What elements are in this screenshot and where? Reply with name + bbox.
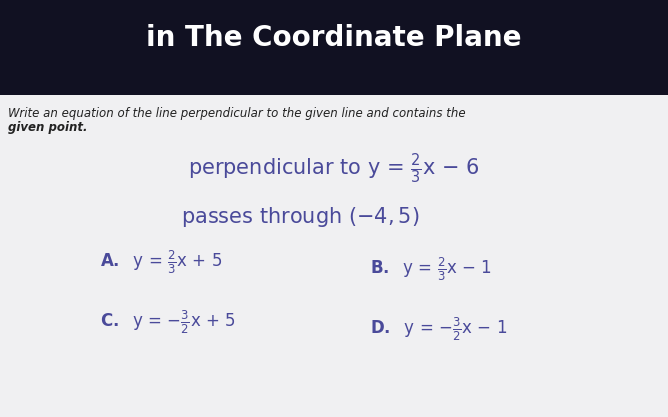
- Text: $\mathbf{D.}$  y = $-\frac{3}{2}$x $-$ 1: $\mathbf{D.}$ y = $-\frac{3}{2}$x $-$ 1: [370, 315, 507, 343]
- Text: Write an equation of the line perpendicular to the given line and contains the: Write an equation of the line perpendicu…: [8, 107, 466, 120]
- FancyBboxPatch shape: [0, 0, 668, 95]
- Text: passes through $(-4,5)$: passes through $(-4,5)$: [181, 205, 420, 229]
- Text: given point.: given point.: [8, 121, 88, 134]
- FancyBboxPatch shape: [0, 95, 668, 417]
- Text: $\mathbf{C.}$  y = $-\frac{3}{2}$x + 5: $\mathbf{C.}$ y = $-\frac{3}{2}$x + 5: [100, 308, 236, 336]
- Text: in The Coordinate Plane: in The Coordinate Plane: [146, 24, 522, 52]
- Text: $\mathbf{B.}$  y = $\frac{2}{3}$x $-$ 1: $\mathbf{B.}$ y = $\frac{2}{3}$x $-$ 1: [370, 255, 492, 283]
- Text: $\mathbf{A.}$  y = $\frac{2}{3}$x + 5: $\mathbf{A.}$ y = $\frac{2}{3}$x + 5: [100, 248, 222, 276]
- Text: perpendicular to y = $\frac{2}{3}$x $-$ 6: perpendicular to y = $\frac{2}{3}$x $-$ …: [188, 152, 480, 186]
